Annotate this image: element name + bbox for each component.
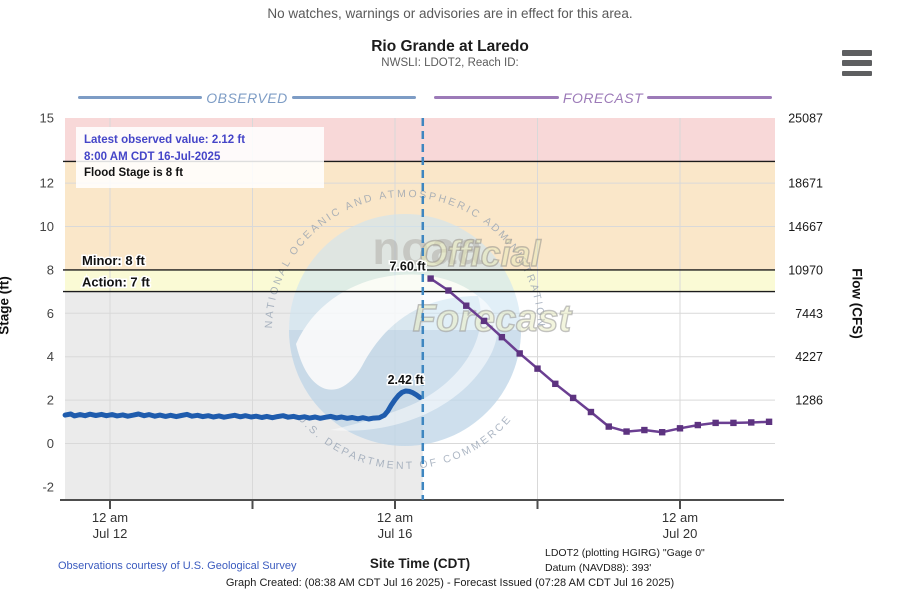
- forecast-marker: [569, 394, 577, 402]
- forecast-start-value-label: 7.60 ft: [389, 260, 426, 274]
- gage-info: LDOT2 (plotting HGIRG) "Gage 0" Datum (N…: [545, 546, 705, 576]
- forecast-marker: [427, 275, 434, 282]
- forecast-marker: [712, 419, 719, 427]
- forecast-marker: [552, 380, 559, 388]
- forecast-marker: [623, 428, 630, 435]
- menu-bar: [842, 50, 872, 56]
- x-tick-label: 12 am: [662, 510, 698, 525]
- x-tick-label: Jul 12: [93, 526, 128, 541]
- stage-tick-label: 10: [40, 219, 54, 234]
- forecast-legend-label: FORECAST: [562, 89, 644, 106]
- observed-legend-line: [291, 96, 417, 99]
- stage-tick-label: -2: [42, 479, 54, 494]
- hamburger-menu-icon[interactable]: [842, 48, 872, 78]
- flow-tick-label: 18671: [788, 177, 823, 191]
- x-tick-label: 12 am: [92, 510, 128, 525]
- forecast-legend-line: [434, 96, 559, 99]
- stage-tick-label: 2: [47, 393, 54, 408]
- forecast-marker: [587, 408, 595, 416]
- legend-observed[interactable]: OBSERVED: [78, 89, 417, 106]
- forecast-marker: [765, 418, 773, 425]
- observed-legend-label: OBSERVED: [206, 89, 288, 106]
- x-tick-label: Jul 20: [663, 526, 698, 541]
- observed-peak-value-label: 2.42 ft: [388, 373, 425, 387]
- stage-tick-label: 12: [40, 176, 54, 191]
- stage-axis-title: Stage (ft): [0, 276, 12, 335]
- menu-bar: [842, 70, 872, 76]
- forecast-marker: [730, 419, 737, 427]
- menu-bar: [842, 60, 872, 66]
- stage-tick-label: 8: [47, 262, 54, 277]
- usgs-credit-link[interactable]: Observations courtesy of U.S. Geological…: [58, 560, 297, 572]
- observed-legend-line: [78, 96, 203, 99]
- stage-tick-label: 6: [47, 306, 54, 321]
- legend-forecast[interactable]: FORECAST: [434, 89, 773, 106]
- flow-tick-label: 4227: [795, 350, 823, 364]
- flow-axis-title: Flow (CFS): [849, 268, 865, 339]
- flow-tick-label: 14667: [788, 220, 823, 234]
- latest-observed-annotation: Latest observed value: 2.12 ft 8:00 AM C…: [76, 127, 324, 189]
- flow-tick-label: 25087: [788, 112, 823, 126]
- forecast-marker: [498, 333, 506, 341]
- official-forecast-stamp-line1: Official: [419, 233, 541, 274]
- forecast-marker: [748, 419, 755, 426]
- stage-tick-label: 0: [47, 436, 54, 451]
- gage-info-line1: LDOT2 (plotting HGIRG) "Gage 0": [545, 547, 705, 559]
- stage-tick-label: 15: [40, 111, 54, 126]
- graph-created-line: Graph Created: (08:38 AM CDT Jul 16 2025…: [225, 577, 675, 589]
- forecast-marker: [463, 302, 470, 309]
- latest-observed-value: Latest observed value: 2.12 ft: [84, 134, 246, 146]
- forecast-marker: [534, 365, 541, 372]
- x-tick-label: Jul 16: [378, 526, 413, 541]
- forecast-marker: [516, 350, 523, 357]
- gage-info-line2: Datum (NAVD88): 393': [545, 562, 652, 575]
- flood-stage-note: Flood Stage is 8 ft: [84, 167, 184, 180]
- page-title: Rio Grande at Laredo: [371, 38, 529, 55]
- official-forecast-stamp-line2: Forecast: [413, 298, 573, 340]
- flow-tick-label: 7443: [795, 307, 823, 321]
- forecast-marker: [605, 423, 612, 430]
- x-axis-title: Site Time (CDT): [369, 556, 471, 571]
- forecast-marker: [641, 426, 648, 434]
- noaa-gull-icon: [296, 274, 478, 390]
- forecast-legend-line: [647, 96, 773, 99]
- flow-tick-label: 10970: [788, 263, 823, 277]
- flood-threshold-label: Minor: 8 ft: [82, 253, 145, 268]
- station-subtitle: NWSLI: LDOT2, Reach ID:: [381, 57, 519, 69]
- flow-tick-label: 1286: [795, 394, 823, 408]
- forecast-marker: [445, 287, 452, 294]
- x-tick-label: 12 am: [377, 510, 413, 525]
- stage-tick-label: 4: [47, 349, 54, 364]
- noaa-wordmark: noaa: [372, 222, 483, 274]
- forecast-marker: [694, 421, 702, 429]
- forecast-marker: [658, 429, 666, 436]
- watches-warnings-status: No watches, warnings or advisories are i…: [267, 6, 633, 21]
- forecast-marker: [480, 317, 488, 325]
- latest-observed-time: 8:00 AM CDT 16-Jul-2025: [84, 150, 221, 163]
- forecast-marker: [676, 425, 684, 432]
- flood-threshold-label: Action: 7 ft: [82, 275, 151, 290]
- observed-line: [62, 388, 423, 422]
